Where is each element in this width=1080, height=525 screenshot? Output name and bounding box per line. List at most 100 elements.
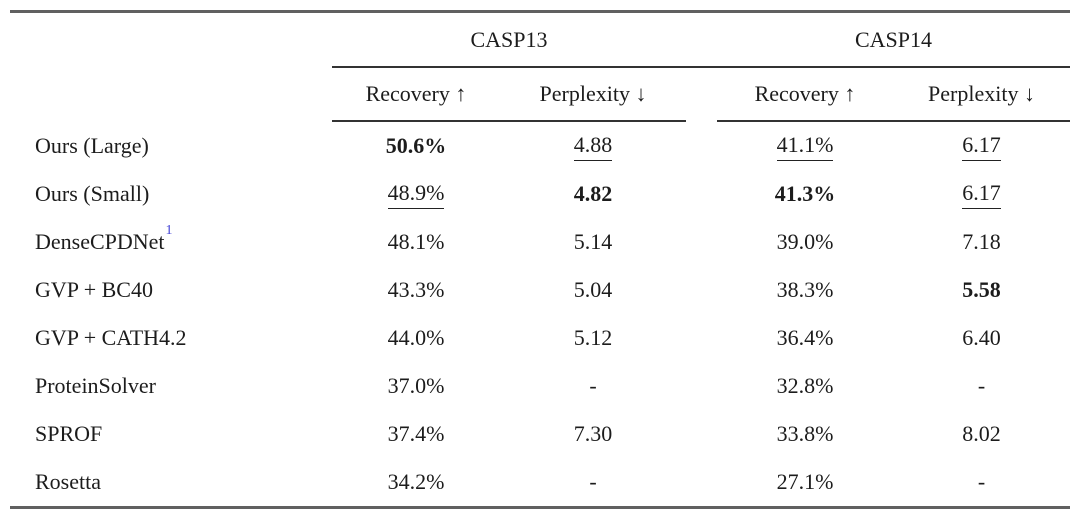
table-row: Ours (Small) 48.9% 4.82 41.3% 6.17 <box>10 170 1070 218</box>
cell: 4.88 <box>500 132 686 161</box>
cell: - <box>500 373 686 399</box>
cell-value: 50.6% <box>385 133 447 158</box>
cell: 37.4% <box>332 421 500 447</box>
cell: 6.17 <box>893 180 1070 209</box>
cell-value: 34.2% <box>387 469 445 494</box>
method-name: SPROF <box>35 421 103 446</box>
cell: 5.58 <box>893 277 1070 303</box>
bottom-rule <box>10 506 1070 509</box>
cell: 41.1% <box>717 132 893 161</box>
cell: 33.8% <box>717 421 893 447</box>
cell: - <box>500 469 686 495</box>
cell-value: 5.58 <box>962 277 1001 302</box>
cell: 7.30 <box>500 421 686 447</box>
cell: 44.0% <box>332 325 500 351</box>
table-row: ProteinSolver 37.0% - 32.8% - <box>10 362 1070 410</box>
group-midrule-row <box>10 66 1070 68</box>
cell: 5.04 <box>500 277 686 303</box>
group-header-casp13: CASP13 <box>470 26 548 52</box>
cell: 36.4% <box>717 325 893 351</box>
row-label: ProteinSolver <box>10 373 332 399</box>
cell-value: 7.30 <box>573 421 613 446</box>
cell: 34.2% <box>332 469 500 495</box>
cell-value: 8.02 <box>962 421 1001 446</box>
cell-value: 41.1% <box>776 132 834 161</box>
row-label: Ours (Small) <box>10 181 332 207</box>
cell-value: 39.0% <box>776 229 834 254</box>
table-row: Ours (Large) 50.6% 4.88 41.1% 6.17 <box>10 122 1070 170</box>
group-midrule <box>332 66 1070 68</box>
cell-value: 38.3% <box>776 277 834 302</box>
cell: 4.82 <box>500 181 686 207</box>
cell: 39.0% <box>717 229 893 255</box>
cell-value: 6.40 <box>962 325 1001 350</box>
cell: 8.02 <box>893 421 1070 447</box>
results-table: CASP13 CASP14 Recovery ↑ Perplexity ↓ Re… <box>10 10 1070 509</box>
cell: 38.3% <box>717 277 893 303</box>
subheader-perplexity-casp14: Perplexity ↓ <box>928 81 1035 106</box>
table-row: SPROF 37.4% 7.30 33.8% 8.02 <box>10 410 1070 458</box>
cell-value: 6.17 <box>962 180 1001 209</box>
row-label: GVP + CATH4.2 <box>10 325 332 351</box>
row-label: DenseCPDNet1 <box>10 224 332 255</box>
cell: 32.8% <box>717 373 893 399</box>
method-name: GVP + BC40 <box>35 277 153 302</box>
citation-link[interactable]: 1 <box>165 223 173 239</box>
subheader-recovery-casp13: Recovery ↑ <box>365 81 467 106</box>
subheader-perplexity-casp13: Perplexity ↓ <box>539 81 647 106</box>
cell: 43.3% <box>332 277 500 303</box>
cell: 48.1% <box>332 229 500 255</box>
cell-value: - <box>589 373 597 398</box>
cell-value: 4.82 <box>573 181 613 206</box>
rule-spacer <box>10 66 332 68</box>
table-row: Rosetta 34.2% - 27.1% - <box>10 458 1070 506</box>
cell: - <box>893 373 1070 399</box>
cell-value: 27.1% <box>776 469 834 494</box>
cell-value: 6.17 <box>962 132 1001 161</box>
cell-value: - <box>977 373 986 398</box>
table-row: GVP + CATH4.2 44.0% 5.12 36.4% 6.40 <box>10 314 1070 362</box>
cell: 5.14 <box>500 229 686 255</box>
cell-value: 36.4% <box>776 325 834 350</box>
top-rule <box>10 10 1070 13</box>
cell: 7.18 <box>893 229 1070 255</box>
cell: 37.0% <box>332 373 500 399</box>
cell: 6.40 <box>893 325 1070 351</box>
cell-value: 43.3% <box>387 277 445 302</box>
method-name: GVP + CATH4.2 <box>35 325 187 350</box>
cell-value: 37.0% <box>387 373 445 398</box>
cell-value: 33.8% <box>776 421 834 446</box>
subheader-row: Recovery ↑ Perplexity ↓ Recovery ↑ Perpl… <box>10 68 1070 120</box>
cell-value: 4.88 <box>573 132 613 161</box>
cell: 27.1% <box>717 469 893 495</box>
row-label: SPROF <box>10 421 332 447</box>
method-name: Rosetta <box>35 469 101 494</box>
group-header-casp14: CASP14 <box>854 26 933 52</box>
cell-value: 48.9% <box>387 180 445 209</box>
group-header-row: CASP13 CASP14 <box>10 13 1070 66</box>
method-name: ProteinSolver <box>35 373 156 398</box>
cell-value: - <box>589 469 597 494</box>
cell-value: 37.4% <box>387 421 445 446</box>
cell: 5.12 <box>500 325 686 351</box>
rule-spacer <box>10 120 332 122</box>
row-label: Ours (Large) <box>10 133 332 159</box>
method-name: Ours (Large) <box>35 133 149 158</box>
cell: - <box>893 469 1070 495</box>
subheader-midrule-row <box>10 120 1070 122</box>
method-name: Ours (Small) <box>35 181 150 206</box>
subheader-recovery-casp14: Recovery ↑ <box>754 81 856 106</box>
cell: 48.9% <box>332 180 500 209</box>
cell-value: 41.3% <box>774 181 836 206</box>
cell-value: 48.1% <box>387 229 445 254</box>
table-row: DenseCPDNet1 48.1% 5.14 39.0% 7.18 <box>10 218 1070 266</box>
cell: 50.6% <box>332 133 500 159</box>
cell-value: 5.12 <box>573 325 613 350</box>
cell-value: 5.04 <box>573 277 613 302</box>
method-name: DenseCPDNet <box>35 229 165 254</box>
subheader-midrule-casp13 <box>332 120 686 122</box>
row-label: Rosetta <box>10 469 332 495</box>
cell-value: 5.14 <box>573 229 613 254</box>
row-label: GVP + BC40 <box>10 277 332 303</box>
